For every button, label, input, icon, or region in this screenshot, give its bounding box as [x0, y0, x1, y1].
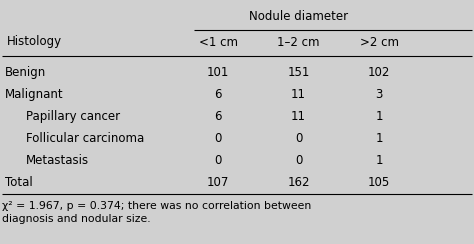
Text: χ² = 1.967, p = 0.374; there was no correlation between: χ² = 1.967, p = 0.374; there was no corr…	[2, 201, 311, 211]
Text: Malignant: Malignant	[5, 88, 64, 101]
Text: 0: 0	[214, 154, 222, 167]
Text: 0: 0	[295, 154, 302, 167]
Text: <1 cm: <1 cm	[199, 35, 237, 49]
Text: 102: 102	[368, 66, 391, 79]
Text: 107: 107	[207, 176, 229, 189]
Text: 151: 151	[287, 66, 310, 79]
Text: Total: Total	[5, 176, 33, 189]
Text: 11: 11	[291, 88, 306, 101]
Text: Follicular carcinoma: Follicular carcinoma	[26, 132, 144, 145]
Text: Benign: Benign	[5, 66, 46, 79]
Text: 6: 6	[214, 110, 222, 122]
Text: 3: 3	[375, 88, 383, 101]
Text: >2 cm: >2 cm	[360, 35, 399, 49]
Text: 6: 6	[214, 88, 222, 101]
Text: 0: 0	[295, 132, 302, 145]
Text: 162: 162	[287, 176, 310, 189]
Text: 11: 11	[291, 110, 306, 122]
Text: Papillary cancer: Papillary cancer	[26, 110, 120, 122]
Text: 1: 1	[375, 154, 383, 167]
Text: 101: 101	[207, 66, 229, 79]
Text: Nodule diameter: Nodule diameter	[249, 10, 348, 22]
Text: 1: 1	[375, 132, 383, 145]
Text: 1–2 cm: 1–2 cm	[277, 35, 320, 49]
Text: diagnosis and nodular size.: diagnosis and nodular size.	[2, 214, 151, 224]
Text: 105: 105	[368, 176, 390, 189]
Text: Histology: Histology	[7, 35, 62, 49]
Text: Metastasis: Metastasis	[26, 154, 89, 167]
Text: 0: 0	[214, 132, 222, 145]
Text: 1: 1	[375, 110, 383, 122]
